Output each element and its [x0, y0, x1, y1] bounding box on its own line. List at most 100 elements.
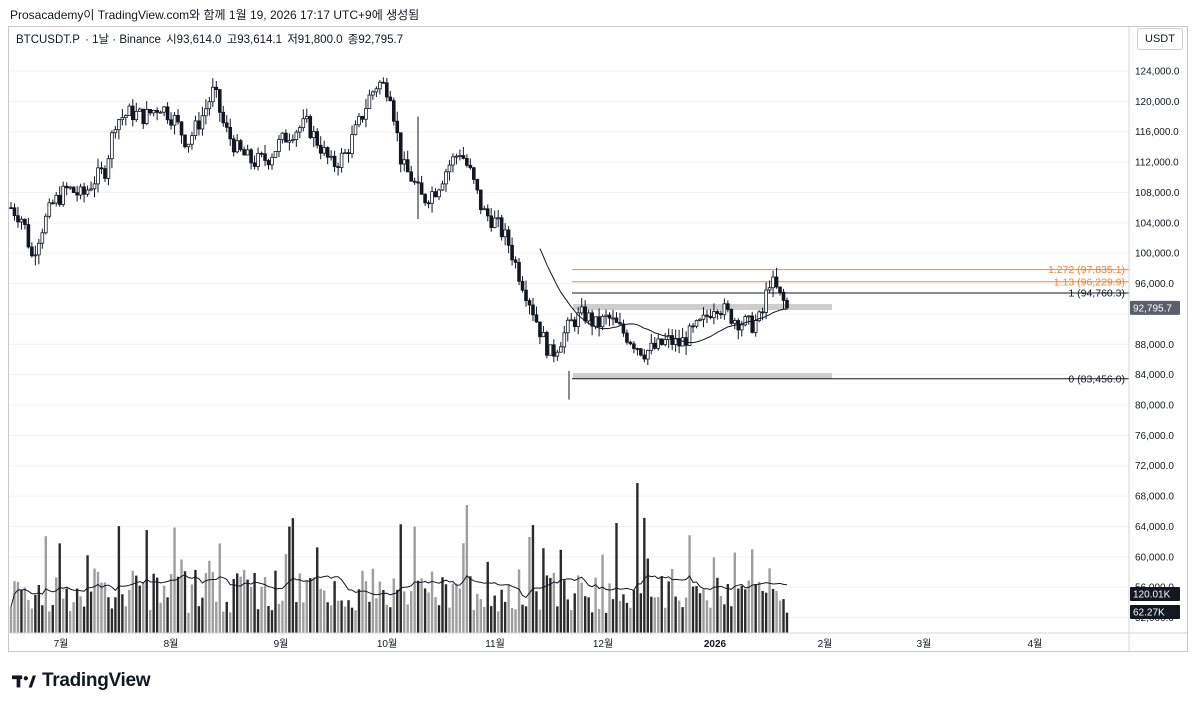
- axis-badges: 92,795.7 120.01K 62.27K: [1130, 300, 1180, 619]
- volume-bar: [385, 604, 389, 633]
- volume-bar: [239, 576, 242, 633]
- fib-labels: 1.272 (97,835.1)1.13 (96,229.9)1 (94,760…: [1048, 264, 1125, 385]
- volume-bar: [44, 536, 47, 633]
- price-tick-label: 80,000.0: [1135, 401, 1174, 412]
- current-price-badge-bg: [1130, 300, 1180, 315]
- volume-bar: [86, 555, 89, 633]
- volume-bar: [246, 579, 249, 633]
- candle-body: [287, 140, 292, 143]
- volume-bar: [30, 608, 34, 633]
- candle-body: [774, 276, 779, 288]
- candle-body: [47, 202, 52, 217]
- volume-bar: [166, 597, 169, 633]
- candle-body: [753, 320, 758, 333]
- volume-bar: [9, 606, 13, 633]
- candle-body: [57, 194, 62, 205]
- candle-body: [388, 96, 393, 102]
- candle-body: [437, 189, 441, 198]
- price-tick-label: 108,000.0: [1135, 188, 1180, 199]
- candle-body: [433, 191, 438, 198]
- candle-body: [245, 149, 250, 156]
- time-axis-label: 4월: [1028, 638, 1043, 650]
- volume-bar: [521, 604, 524, 633]
- candle-body: [496, 217, 500, 220]
- candle-body: [719, 313, 723, 316]
- candle-body: [92, 183, 97, 190]
- candle-body: [572, 319, 577, 327]
- volume-bar: [72, 602, 75, 633]
- candle-body: [308, 116, 313, 139]
- volume-bar: [326, 602, 329, 633]
- candle-body: [54, 194, 59, 204]
- volume-bar: [190, 584, 194, 633]
- candle-body: [130, 105, 135, 121]
- time-axis[interactable]: 7월 8월 9월 10월 11월 12월 2026 2월 3월 4월: [54, 638, 1043, 650]
- volume-bar: [288, 526, 291, 633]
- candle-body: [9, 207, 13, 210]
- fib-label: 1.272 (97,835.1): [1048, 264, 1125, 276]
- candle-body: [472, 167, 476, 180]
- candle-body: [155, 109, 159, 113]
- volume-bar: [479, 599, 482, 633]
- fib-label: 0 (83,456.0): [1068, 373, 1125, 385]
- volume-bar: [643, 517, 646, 633]
- candle-body: [771, 276, 775, 289]
- price-axis[interactable]: 124,000.0 120,000.0 116,000.0 112,000.0 108,…: [1135, 67, 1180, 625]
- volume-badge: 62.27K: [1130, 605, 1180, 619]
- chart-frame[interactable]: 124,000.0 120,000.0 116,000.0 112,000.0 108,…: [8, 26, 1188, 652]
- time-axis-label: 7월: [54, 638, 69, 650]
- currency-selector[interactable]: USDT: [1137, 28, 1183, 50]
- symbol-name[interactable]: BTCUSDT.P: [16, 34, 80, 46]
- volume-bar: [183, 571, 187, 633]
- time-axis-label: 11월: [485, 638, 505, 650]
- candle-body: [117, 119, 121, 131]
- candle-body: [26, 224, 31, 248]
- time-axis-label: 3월: [917, 638, 932, 650]
- candle-body: [298, 127, 302, 133]
- volume-bar: [528, 536, 531, 633]
- volume-bar: [771, 588, 775, 633]
- price-tick-label: 96,000.0: [1135, 279, 1174, 290]
- volume-bar: [309, 578, 312, 633]
- volume-bar: [601, 554, 604, 633]
- price-tick-label: 68,000.0: [1135, 492, 1174, 503]
- candle-body: [604, 314, 608, 317]
- volume-bar: [573, 593, 576, 633]
- candle-body: [649, 342, 654, 351]
- candle-body: [169, 119, 173, 126]
- candle-body: [228, 126, 233, 140]
- candle-body: [120, 117, 125, 121]
- candle-body: [322, 147, 326, 154]
- candle-body: [764, 289, 768, 313]
- candle-body: [353, 124, 358, 136]
- volume-bar: [117, 526, 121, 633]
- volume-moving-average: [10, 574, 788, 607]
- volume-bar: [204, 573, 208, 633]
- volume-bar: [604, 612, 608, 633]
- volume-bar: [542, 548, 545, 633]
- volume-bar: [389, 607, 392, 633]
- chart-plot[interactable]: 124,000.0 120,000.0 116,000.0 112,000.0 108,…: [9, 27, 1187, 651]
- candle-body: [277, 139, 281, 152]
- volume-bar: [48, 611, 51, 633]
- candle-body: [398, 132, 403, 165]
- candle-body: [165, 106, 170, 121]
- candle-body: [127, 105, 132, 117]
- candle-body: [715, 311, 720, 314]
- candle-body: [646, 349, 650, 360]
- volume-bar: [68, 610, 72, 633]
- volume-bar: [587, 597, 590, 633]
- candle-body: [590, 312, 594, 327]
- volume-bar: [51, 605, 54, 633]
- current-price-badge-text: 92,795.7: [1133, 303, 1172, 314]
- candle-body: [64, 185, 69, 189]
- volume-bar: [740, 585, 743, 633]
- candle-body: [183, 134, 187, 148]
- candle-body: [207, 101, 212, 110]
- volume-bar: [670, 568, 674, 633]
- volume-bar: [608, 583, 611, 633]
- candle-body: [204, 108, 208, 117]
- volume-bar: [545, 575, 549, 633]
- volume-bar: [416, 580, 420, 633]
- candle-body: [506, 229, 511, 246]
